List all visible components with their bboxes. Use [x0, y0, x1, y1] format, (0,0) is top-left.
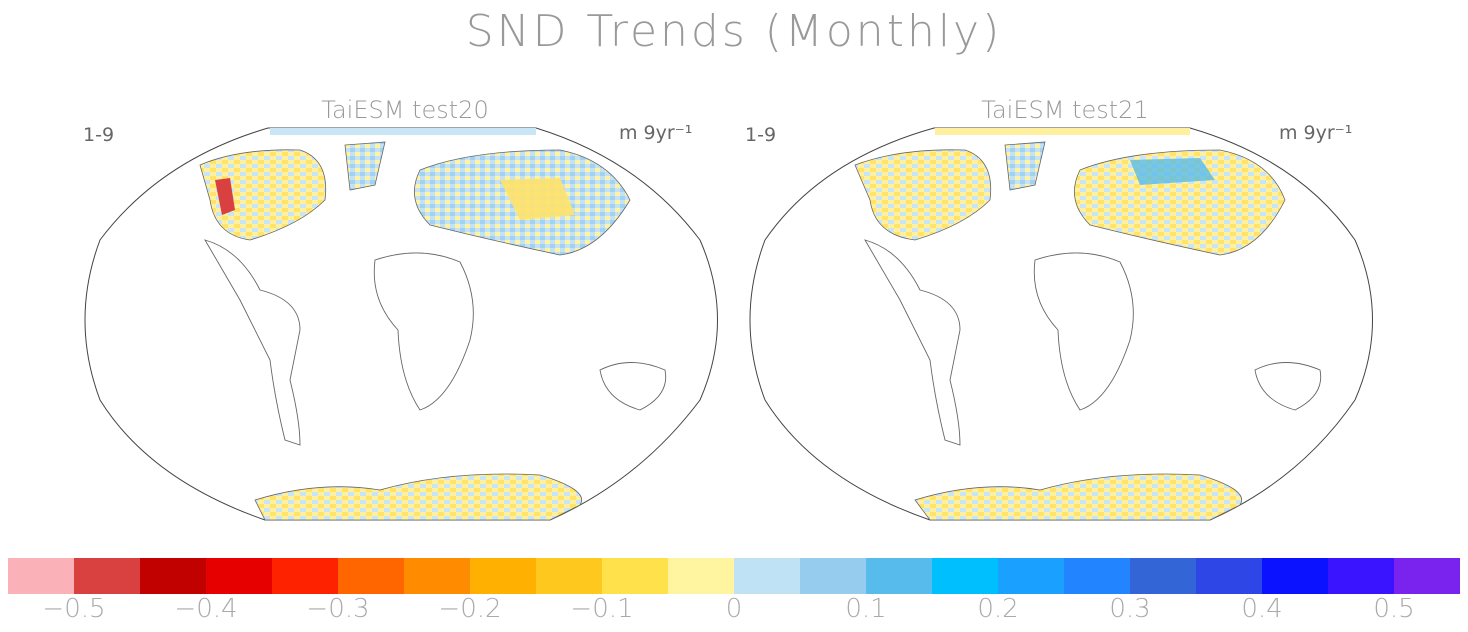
- colorbar-swatch: [470, 558, 536, 594]
- map-left-outline: [84, 127, 718, 521]
- colorbar-swatch: [602, 558, 668, 594]
- panel-left-unit: m 9yr⁻¹: [619, 122, 693, 144]
- colorbar-swatch: [866, 558, 932, 594]
- panel-left-period: 1-9: [83, 124, 115, 146]
- colorbar-swatch: [140, 558, 206, 594]
- colorbar-tick-label: 0: [725, 594, 743, 624]
- colorbar-tick-label: −0.5: [42, 594, 106, 624]
- panel-right-period: 1-9: [745, 124, 777, 146]
- colorbar-swatch: [1328, 558, 1394, 594]
- colorbar: [8, 558, 1460, 594]
- colorbar-swatch: [998, 558, 1064, 594]
- colorbar-swatch: [800, 558, 866, 594]
- colorbar-tick-label: 0.4: [1241, 594, 1283, 624]
- colorbar-tick-label: −0.4: [174, 594, 238, 624]
- colorbar-swatch: [206, 558, 272, 594]
- colorbar-swatch: [932, 558, 998, 594]
- panel-title-left: TaiESM test20: [321, 96, 489, 124]
- maps: [84, 127, 1373, 521]
- colorbar-swatch: [8, 558, 74, 594]
- panel-title-right: TaiESM test21: [981, 96, 1149, 124]
- map-right-outline: [749, 127, 1373, 521]
- colorbar-tick-label: 0.3: [1109, 594, 1151, 624]
- colorbar-swatch: [1262, 558, 1328, 594]
- colorbar-swatch: [404, 558, 470, 594]
- colorbar-swatch: [272, 558, 338, 594]
- map-left: [84, 127, 718, 521]
- colorbar-swatch: [74, 558, 140, 594]
- colorbar-swatch: [1130, 558, 1196, 594]
- colorbar-tick-label: −0.2: [438, 594, 502, 624]
- colorbar-swatch: [1064, 558, 1130, 594]
- figure-title: SND Trends (Monthly): [465, 6, 1003, 57]
- colorbar-swatch: [338, 558, 404, 594]
- colorbar-swatch: [1394, 558, 1460, 594]
- colorbar-tick-label: −0.1: [570, 594, 634, 624]
- colorbar-swatch: [668, 558, 734, 594]
- colorbar-swatch: [734, 558, 800, 594]
- colorbar-swatch: [536, 558, 602, 594]
- colorbar-swatch: [1196, 558, 1262, 594]
- colorbar-tick-label: 0.2: [977, 594, 1019, 624]
- colorbar-tick-label: 0.5: [1373, 594, 1415, 624]
- map-right: [749, 127, 1373, 521]
- colorbar-tick-label: 0.1: [845, 594, 887, 624]
- colorbar-tick-label: −0.3: [306, 594, 370, 624]
- panel-right-unit: m 9yr⁻¹: [1279, 122, 1353, 144]
